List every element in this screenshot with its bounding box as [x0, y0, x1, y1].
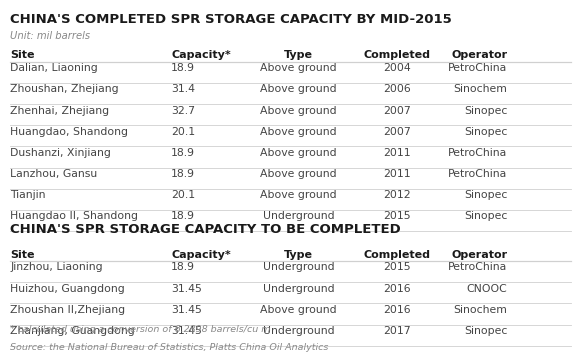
Text: 2006: 2006 [383, 84, 411, 94]
Text: Capacity*: Capacity* [171, 50, 231, 60]
Text: Site: Site [10, 250, 35, 260]
Text: Tianjin: Tianjin [10, 190, 46, 200]
Text: 31.45: 31.45 [171, 326, 202, 336]
Text: Zhanjiang, Guangdong: Zhanjiang, Guangdong [10, 326, 135, 336]
Text: PetroChina: PetroChina [448, 262, 508, 272]
Text: Sinopec: Sinopec [464, 211, 508, 222]
Text: Huizhou, Guangdong: Huizhou, Guangdong [10, 284, 125, 294]
Text: Zhoushan, Zhejiang: Zhoushan, Zhejiang [10, 84, 119, 94]
Text: PetroChina: PetroChina [448, 169, 508, 179]
Text: Underground: Underground [263, 211, 335, 222]
Text: 18.9: 18.9 [171, 63, 195, 73]
Text: 2011: 2011 [383, 169, 411, 179]
Text: 31.45: 31.45 [171, 284, 202, 294]
Text: 2016: 2016 [383, 284, 411, 294]
Text: Operator: Operator [451, 250, 508, 260]
Text: 32.7: 32.7 [171, 106, 195, 116]
Text: Sinopec: Sinopec [464, 106, 508, 116]
Text: 2004: 2004 [383, 63, 411, 73]
Text: 2007: 2007 [383, 127, 411, 137]
Text: Zhenhai, Zhejiang: Zhenhai, Zhejiang [10, 106, 110, 116]
Text: CHINA'S SPR STORAGE CAPACITY TO BE COMPLETED: CHINA'S SPR STORAGE CAPACITY TO BE COMPL… [10, 223, 401, 236]
Text: Sinopec: Sinopec [464, 326, 508, 336]
Text: Capacity*: Capacity* [171, 250, 231, 260]
Text: 18.9: 18.9 [171, 211, 195, 222]
Text: 2015: 2015 [383, 262, 411, 272]
Text: Above ground: Above ground [260, 148, 337, 158]
Text: Type: Type [284, 50, 313, 60]
Text: 20.1: 20.1 [171, 127, 195, 137]
Text: Completed: Completed [364, 250, 431, 260]
Text: Sinopec: Sinopec [464, 127, 508, 137]
Text: Sinopec: Sinopec [464, 190, 508, 200]
Text: Zhoushan II,Zhejiang: Zhoushan II,Zhejiang [10, 305, 125, 315]
Text: 31.45: 31.45 [171, 305, 202, 315]
Text: 2015: 2015 [383, 211, 411, 222]
Text: 20.1: 20.1 [171, 190, 195, 200]
Text: Above ground: Above ground [260, 106, 337, 116]
Text: Huangdao, Shandong: Huangdao, Shandong [10, 127, 128, 137]
Text: 18.9: 18.9 [171, 169, 195, 179]
Text: 2007: 2007 [383, 106, 411, 116]
Text: Operator: Operator [451, 50, 508, 60]
Text: PetroChina: PetroChina [448, 148, 508, 158]
Text: 2016: 2016 [383, 305, 411, 315]
Text: Underground: Underground [263, 262, 335, 272]
Text: Site: Site [10, 50, 35, 60]
Text: 2012: 2012 [383, 190, 411, 200]
Text: Huangdao II, Shandong: Huangdao II, Shandong [10, 211, 139, 222]
Text: Above ground: Above ground [260, 127, 337, 137]
Text: Above ground: Above ground [260, 305, 337, 315]
Text: Above ground: Above ground [260, 169, 337, 179]
Text: Above ground: Above ground [260, 84, 337, 94]
Text: Sinochem: Sinochem [454, 305, 508, 315]
Text: Unit: mil barrels: Unit: mil barrels [10, 31, 90, 41]
Text: Dalian, Liaoning: Dalian, Liaoning [10, 63, 98, 73]
Text: Source: the National Bureau of Statistics, Platts China Oil Analytics: Source: the National Bureau of Statistic… [10, 343, 329, 352]
Text: PetroChina: PetroChina [448, 63, 508, 73]
Text: Jinzhou, Liaoning: Jinzhou, Liaoning [10, 262, 103, 272]
Text: Above ground: Above ground [260, 63, 337, 73]
Text: 2011: 2011 [383, 148, 411, 158]
Text: Above ground: Above ground [260, 190, 337, 200]
Text: Sinochem: Sinochem [454, 84, 508, 94]
Text: 18.9: 18.9 [171, 262, 195, 272]
Text: * calculated using a conversion of 6.2898 barrels/cu m: * calculated using a conversion of 6.289… [10, 325, 271, 334]
Text: Underground: Underground [263, 284, 335, 294]
Text: Lanzhou, Gansu: Lanzhou, Gansu [10, 169, 97, 179]
Text: Dushanzi, Xinjiang: Dushanzi, Xinjiang [10, 148, 111, 158]
Text: 18.9: 18.9 [171, 148, 195, 158]
Text: CNOOC: CNOOC [467, 284, 508, 294]
Text: Completed: Completed [364, 50, 431, 60]
Text: Type: Type [284, 250, 313, 260]
Text: Underground: Underground [263, 326, 335, 336]
Text: 31.4: 31.4 [171, 84, 195, 94]
Text: CHINA'S COMPLETED SPR STORAGE CAPACITY BY MID-2015: CHINA'S COMPLETED SPR STORAGE CAPACITY B… [10, 13, 452, 25]
Text: 2017: 2017 [383, 326, 411, 336]
